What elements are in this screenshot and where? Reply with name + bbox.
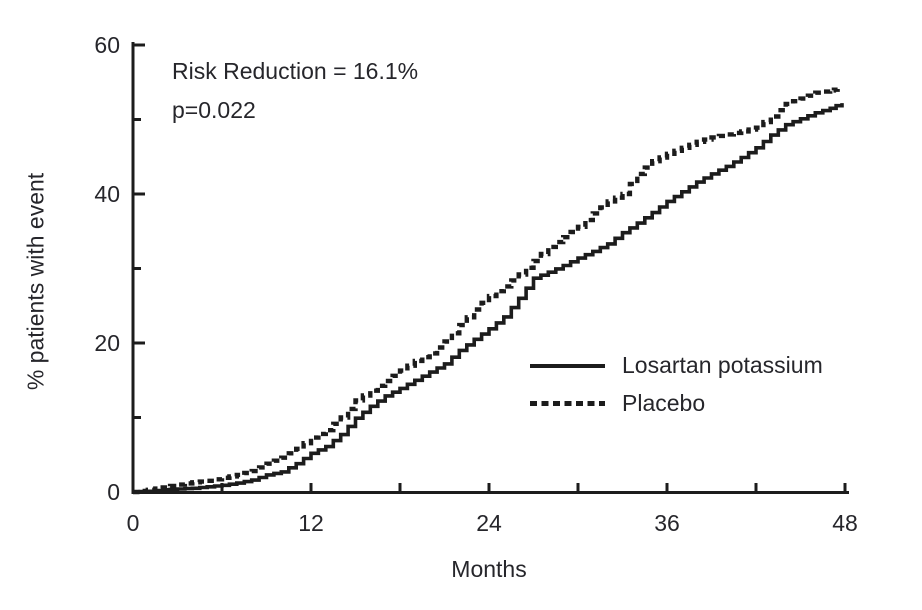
y-tick-label: 60 <box>94 32 120 58</box>
p-value-text: p=0.022 <box>172 97 256 123</box>
legend-label-losartan: Losartan potassium <box>622 352 823 378</box>
x-tick-label: 36 <box>654 510 680 536</box>
legend-item-losartan: Losartan potassium <box>530 352 823 379</box>
y-tick-label: 40 <box>94 181 120 207</box>
x-tick-label: 24 <box>476 510 502 536</box>
annotation-block: Risk Reduction = 16.1% p=0.022 <box>172 52 418 130</box>
solid-line-swatch <box>530 363 605 368</box>
x-tick-label: 12 <box>298 510 324 536</box>
legend: Losartan potassium Placebo <box>530 352 823 417</box>
curve-placebo <box>133 87 840 495</box>
y-tick-label: 20 <box>94 330 120 356</box>
x-tick-label: 0 <box>127 510 140 536</box>
legend-label-placebo: Placebo <box>622 390 706 416</box>
risk-reduction-text: Risk Reduction = 16.1% <box>172 58 419 84</box>
x-axis-title: Months <box>451 556 527 582</box>
legend-item-placebo: Placebo <box>530 390 823 417</box>
x-tick-label: 48 <box>832 510 858 536</box>
y-tick-label: 0 <box>107 479 120 505</box>
dashed-line-swatch <box>530 401 605 406</box>
curve-losartan-potassium <box>133 103 844 494</box>
y-axis-title: % patients with event <box>22 172 49 391</box>
